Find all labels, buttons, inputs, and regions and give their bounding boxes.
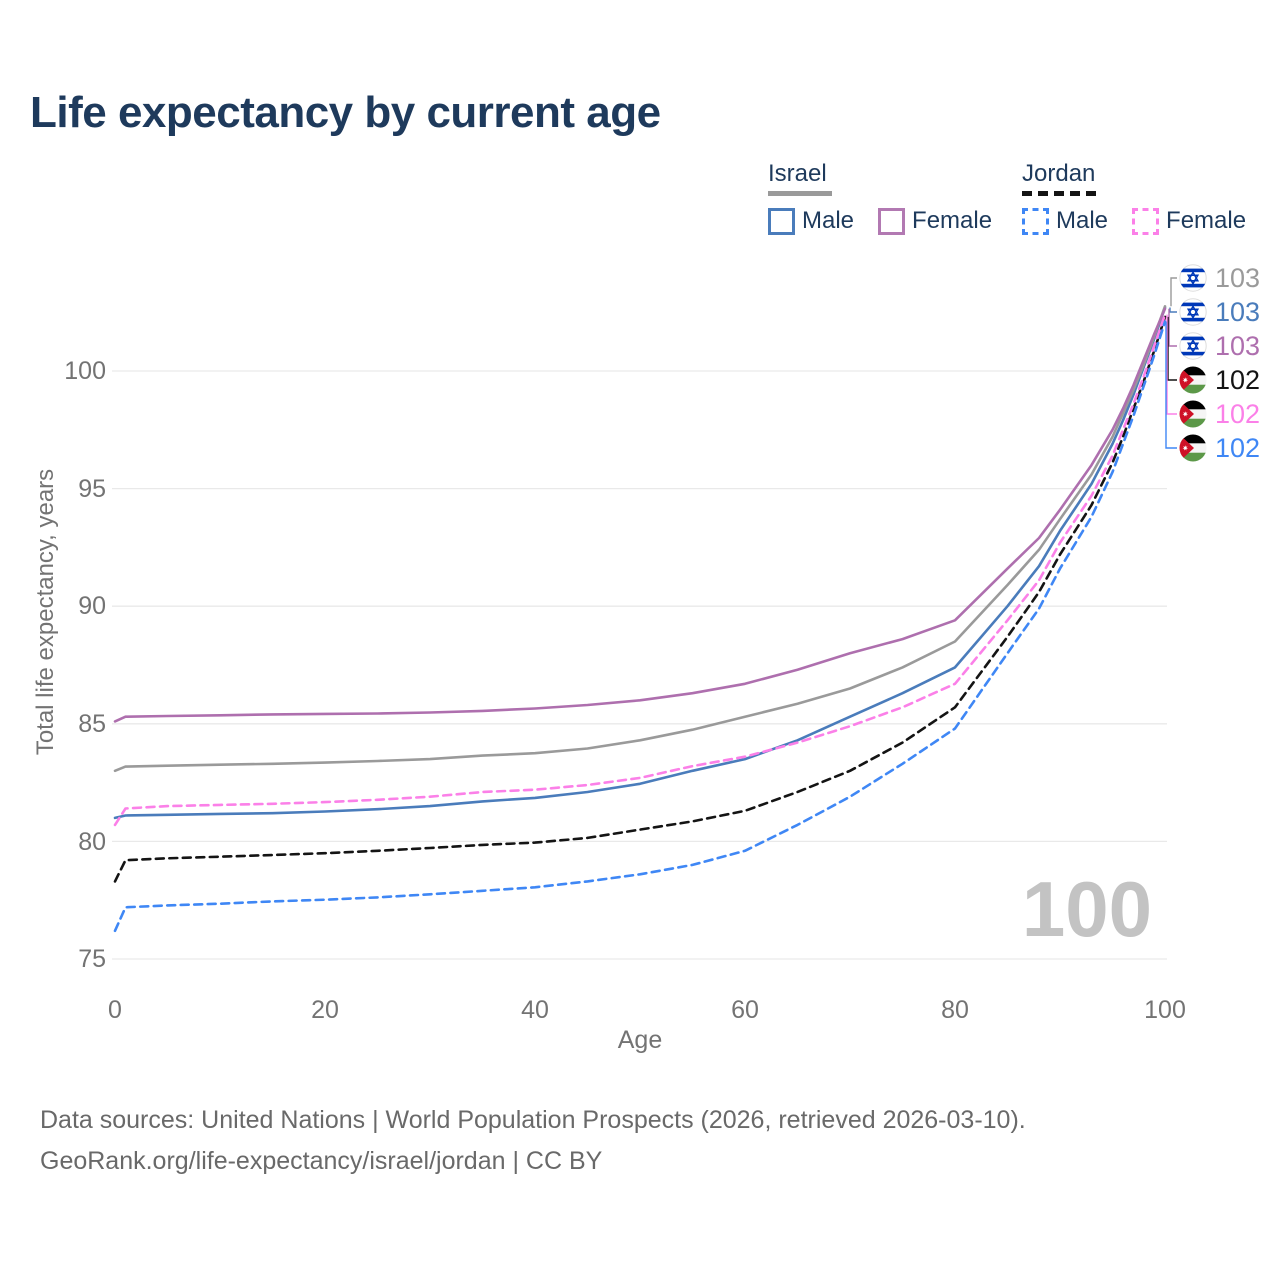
attribution-text: GeoRank.org/life-expectancy/israel/jorda… bbox=[40, 1147, 603, 1175]
legend-country-israel: Israel bbox=[768, 160, 827, 187]
series-line-jordan-male[interactable] bbox=[113, 320, 1167, 933]
y-axis-title: Total life expectancy, years bbox=[32, 468, 59, 756]
israel-flag-icon bbox=[1179, 332, 1207, 360]
x-tick-40: 40 bbox=[521, 996, 549, 1024]
x-tick-0: 0 bbox=[108, 996, 122, 1024]
series-line-jordan-all[interactable] bbox=[113, 315, 1167, 883]
x-tick-100: 100 bbox=[1144, 996, 1186, 1024]
leader-line-israel-female bbox=[1168, 308, 1177, 347]
legend-item-israel-female[interactable]: Female bbox=[878, 207, 992, 235]
legend-group-jordan: Jordan Male Female bbox=[1022, 160, 1246, 235]
leader-line-israel-male bbox=[1169, 307, 1177, 313]
checkbox-jordan-female[interactable] bbox=[1132, 207, 1160, 235]
legend-item-jordan-male[interactable]: Male bbox=[1022, 207, 1108, 235]
legend-line-sample-israel bbox=[768, 191, 832, 196]
end-value: 103 bbox=[1215, 262, 1261, 293]
checkbox-jordan-male[interactable] bbox=[1022, 207, 1049, 235]
checkbox-israel-female[interactable] bbox=[878, 207, 906, 235]
end-label-jordan-total: 102 bbox=[1179, 364, 1260, 396]
legend-group-israel: Israel Male Female bbox=[768, 160, 992, 235]
end-value: 102 bbox=[1215, 398, 1261, 429]
legend-label-jordan-female: Female bbox=[1166, 207, 1247, 234]
leader-line-israel-all bbox=[1170, 277, 1177, 307]
end-label-israel-male: 103 bbox=[1179, 296, 1260, 328]
x-tick-20: 20 bbox=[311, 996, 339, 1024]
legend-label-israel-male: Male bbox=[802, 207, 855, 234]
series-line-israel-female[interactable] bbox=[113, 307, 1167, 723]
end-value: 102 bbox=[1215, 364, 1261, 395]
y-tick-85: 85 bbox=[78, 710, 106, 738]
legend-line-sample-jordan bbox=[1022, 191, 1100, 196]
y-tick-75: 75 bbox=[78, 945, 106, 973]
legend-item-israel-male[interactable]: Male bbox=[768, 207, 854, 235]
jordan-flag-icon bbox=[1179, 434, 1207, 462]
x-tick-80: 80 bbox=[941, 996, 969, 1024]
x-tick-60: 60 bbox=[731, 996, 759, 1024]
y-tick-90: 90 bbox=[78, 592, 106, 620]
legend-country-jordan: Jordan bbox=[1022, 160, 1096, 187]
israel-flag-icon bbox=[1179, 298, 1207, 326]
jordan-flag-icon bbox=[1179, 400, 1207, 428]
series-line-jordan-female[interactable] bbox=[113, 313, 1167, 827]
x-axis-title: Age bbox=[617, 1026, 663, 1054]
leader-line-jordan-female bbox=[1166, 314, 1177, 415]
leader-line-jordan-male bbox=[1165, 321, 1177, 449]
end-value: 103 bbox=[1215, 296, 1261, 327]
y-tick-100: 100 bbox=[64, 357, 106, 385]
legend-item-jordan-female[interactable]: Female bbox=[1132, 207, 1246, 235]
y-tick-95: 95 bbox=[78, 475, 106, 503]
jordan-flag-icon bbox=[1179, 366, 1207, 394]
leader-line-jordan-all bbox=[1167, 316, 1177, 381]
end-value: 103 bbox=[1215, 330, 1261, 361]
y-tick-80: 80 bbox=[78, 828, 106, 856]
israel-flag-icon bbox=[1179, 264, 1207, 292]
current-age-watermark: 100 bbox=[1021, 865, 1152, 953]
data-sources-text: Data sources: United Nations | World Pop… bbox=[40, 1106, 1026, 1134]
legend-label-israel-female: Female bbox=[912, 207, 993, 234]
end-label-israel-total: 103 bbox=[1179, 262, 1260, 294]
end-value: 102 bbox=[1215, 432, 1261, 463]
page-title: Life expectancy by current age bbox=[30, 88, 661, 137]
end-label-israel-female: 103 bbox=[1179, 330, 1260, 362]
checkbox-israel-male[interactable] bbox=[768, 207, 795, 235]
series-line-israel-all[interactable] bbox=[113, 305, 1167, 773]
end-label-jordan-male: 102 bbox=[1179, 432, 1260, 464]
legend-label-jordan-male: Male bbox=[1056, 207, 1109, 234]
chart-canvas bbox=[112, 277, 1177, 960]
end-label-jordan-female: 102 bbox=[1179, 398, 1260, 430]
